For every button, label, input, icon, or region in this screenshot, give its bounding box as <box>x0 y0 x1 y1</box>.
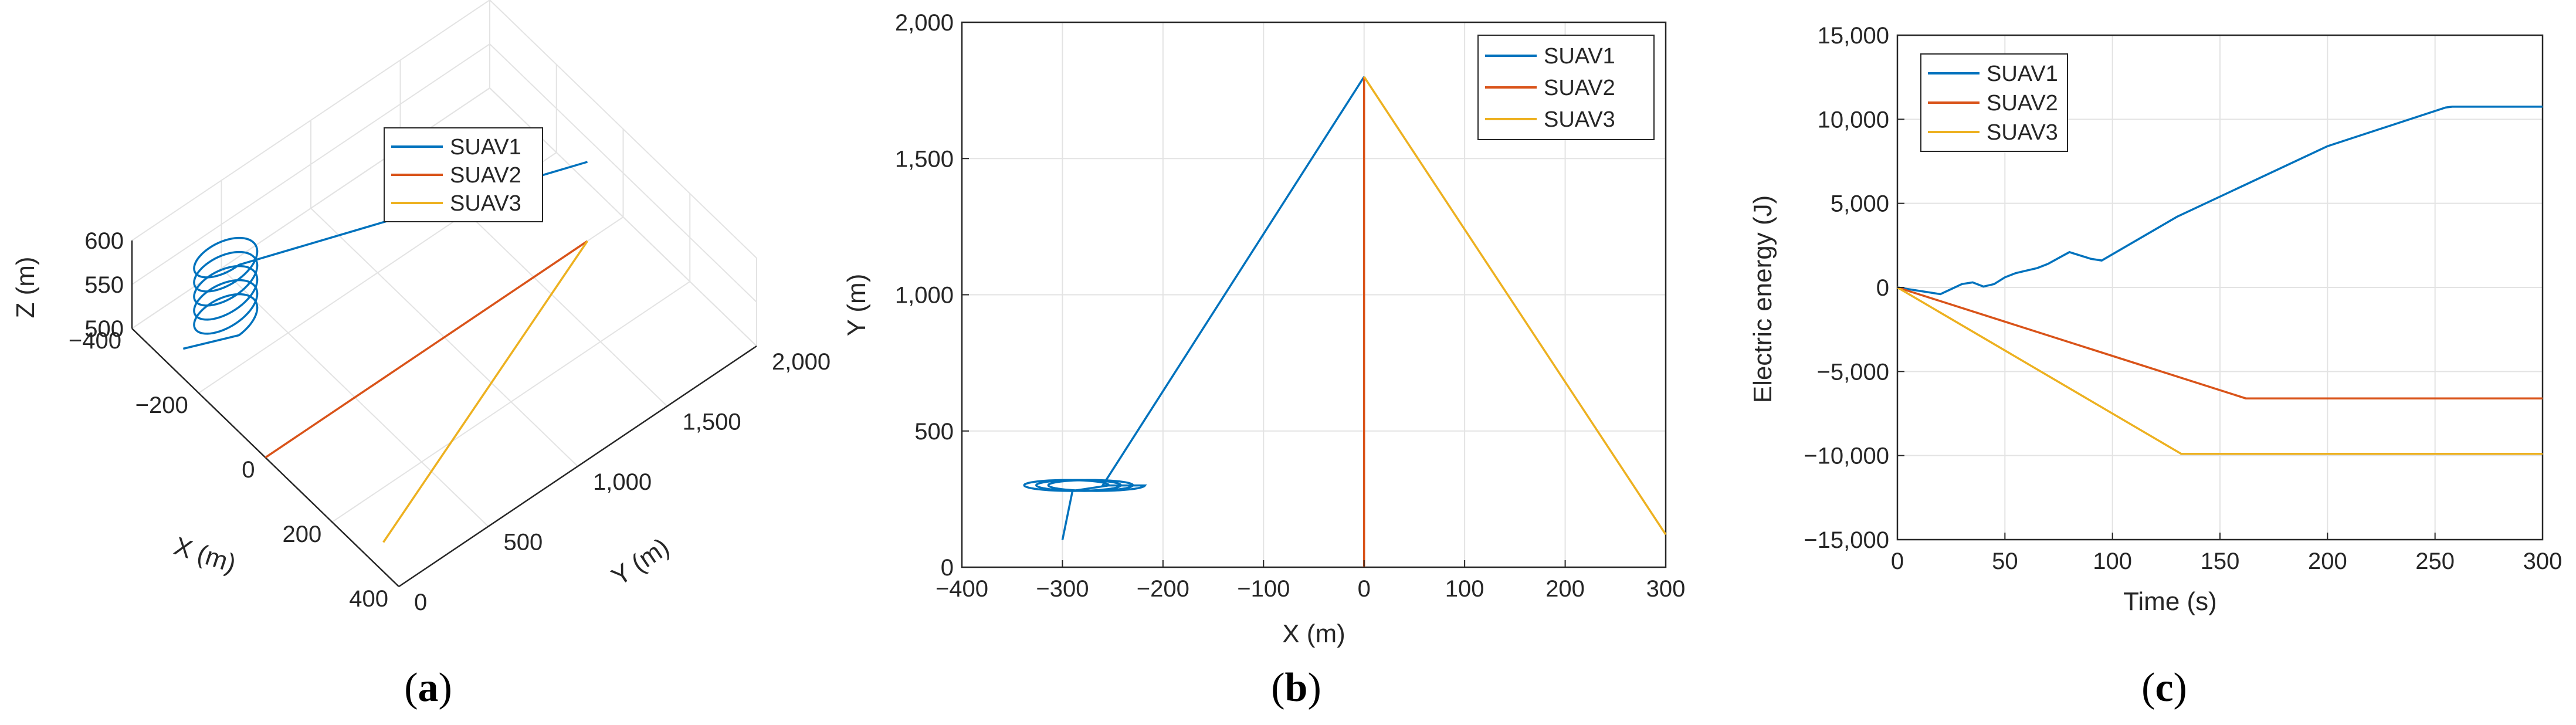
panel-a-wall-grid-zy <box>131 43 490 285</box>
panel-b-xtick-label: 300 <box>1646 576 1686 602</box>
panel-b-xtick-label: −300 <box>1036 576 1089 602</box>
panel-c-ytick-label: −5,000 <box>1817 359 1889 385</box>
panel-c-xlabel: Time (s) <box>2123 587 2217 616</box>
panel-a-zlabel: Z (m) <box>11 256 40 318</box>
panel-a-ytick-label: 0 <box>414 590 427 615</box>
panel-a-ztick-label: 550 <box>84 272 124 298</box>
panel-a-xtick-label: 0 <box>242 457 255 483</box>
panel-b-ytick-label: 1,500 <box>895 146 954 172</box>
panel-c-ticks: 0 50 100 150 200 250 300 −15,000 −10,000 −5,000 0 5… <box>1804 23 2562 574</box>
panel-b-xy-trajectory: −400 −300 −200 −100 0 100 200 300 0 500 1,000 1,500… <box>842 10 1685 710</box>
panel-c-lines <box>1897 106 2543 455</box>
panel-a-ytick-label: 2,000 <box>772 349 831 375</box>
panel-c-series-suav2 <box>1897 286 2543 399</box>
panel-b-ytick-label: 2,000 <box>895 10 954 36</box>
panel-b-xlabel: X (m) <box>1282 619 1345 648</box>
panel-c-legend-label-suav2: SUAV2 <box>1987 91 2058 116</box>
panel-a-grid <box>131 0 757 588</box>
panel-a-y-axis <box>398 345 757 588</box>
panel-a-legend-label-suav3: SUAV3 <box>450 191 521 216</box>
panel-a-wall-grid-zx <box>489 43 757 303</box>
panel-b-sublabel: (b) <box>1271 665 1321 710</box>
panel-a-ytick-label: 1,000 <box>593 469 652 495</box>
panel-a-legend-label-suav1: SUAV1 <box>450 135 521 160</box>
panel-b-legend-label-suav2: SUAV2 <box>1544 76 1615 100</box>
panel-a-legend: SUAV1 SUAV2 SUAV3 <box>384 127 543 222</box>
panel-a-ztick-label: 500 <box>84 316 124 342</box>
panel-a-xtick-label: −200 <box>135 392 188 418</box>
panel-b-legend-label-suav1: SUAV1 <box>1544 44 1615 69</box>
panel-b-ylabel: Y (m) <box>842 274 871 337</box>
panel-c-series-suav1 <box>1897 106 2543 296</box>
panel-a-lines <box>182 161 588 543</box>
panel-a-series-suav2 <box>265 240 588 459</box>
panel-a-series-suav3 <box>382 240 588 543</box>
panel-a-legend-label-suav2: SUAV2 <box>450 163 521 188</box>
panel-c-legend: SUAV1 SUAV2 SUAV3 <box>1920 53 2068 152</box>
panel-b-sublabel-letter: b <box>1285 665 1308 710</box>
panel-b-ytick-label: 0 <box>941 555 954 581</box>
panel-c-sublabel-letter: c <box>2155 665 2173 710</box>
panel-c-ytick-label: −15,000 <box>1804 527 1889 553</box>
panel-b-series-suav3 <box>1363 76 1667 536</box>
panel-c-xtick-label: 250 <box>2415 548 2455 574</box>
panel-b-xtick-label: −200 <box>1137 576 1189 602</box>
panel-c-xtick-label: 150 <box>2201 548 2240 574</box>
panel-c-energy: 0 50 100 150 200 250 300 −15,000 −10,000 −5,000 0 5… <box>1748 23 2562 710</box>
panel-a-sublabel: (a) <box>404 665 452 710</box>
panel-b-xtick-label: 100 <box>1445 576 1484 602</box>
panel-a-xlabel: X (m) <box>171 531 239 578</box>
panel-a-xtick-label: 200 <box>283 521 322 547</box>
panel-c-ytick-label: 15,000 <box>1818 23 1889 49</box>
panel-a-xtick-label: −400 <box>69 328 121 354</box>
panel-b-ytick-label: 500 <box>914 419 954 445</box>
panel-a-wall-grid-zx <box>489 0 757 259</box>
panel-b-ticks: −400 −300 −200 −100 0 100 200 300 0 500 1,000 1,500… <box>895 10 1685 602</box>
panel-c-xtick-label: 200 <box>2308 548 2347 574</box>
panel-a-series-suav1 <box>182 161 588 350</box>
panel-c-ylabel: Electric energy (J) <box>1748 195 1777 404</box>
panel-b-xtick-label: 200 <box>1545 576 1585 602</box>
panel-c-ytick-label: 10,000 <box>1818 107 1889 133</box>
panel-c-xtick-label: 300 <box>2523 548 2563 574</box>
panel-a-wall-grid-zy <box>131 0 490 241</box>
panel-a-xtick-label: 400 <box>349 586 388 612</box>
panel-b-legend-label-suav3: SUAV3 <box>1544 107 1615 132</box>
panel-a-sublabel-letter: a <box>418 665 439 710</box>
panel-a-ztick-label: 600 <box>84 228 124 254</box>
panel-a-ytick-label: 1,500 <box>683 409 741 435</box>
panel-b-xtick-label: −100 <box>1237 576 1290 602</box>
panel-b-series-suav1 <box>1023 76 1365 540</box>
panel-c-xtick-label: 50 <box>1992 548 2018 574</box>
panel-a-ytick-label: 500 <box>504 530 543 555</box>
panel-c-series-suav3 <box>1897 286 2543 455</box>
panel-c-ytick-label: 0 <box>1876 275 1889 301</box>
panel-b-ytick-label: 1,000 <box>895 283 954 309</box>
panel-c-ytick-label: −10,000 <box>1804 443 1889 469</box>
panel-b-xtick-label: −400 <box>936 576 988 602</box>
panel-c-ytick-label: 5,000 <box>1831 191 1889 217</box>
panel-c-sublabel: (c) <box>2141 665 2187 710</box>
panel-c-legend-label-suav3: SUAV3 <box>1987 120 2058 145</box>
panel-b-lines <box>1023 76 1667 567</box>
panel-b-xtick-label: 0 <box>1358 576 1371 602</box>
panel-c-xtick-label: 100 <box>2093 548 2132 574</box>
panel-b-legend: SUAV1 SUAV2 SUAV3 <box>1477 35 1655 140</box>
panel-c-legend-label-suav1: SUAV1 <box>1987 62 2058 86</box>
panel-b-grid <box>961 21 1667 568</box>
panel-a-ylabel: Y (m) <box>606 533 674 591</box>
panel-a-3d-trajectory: −400 −200 0 200 400 0 500 1,000 1,500 2,000 500 550… <box>11 0 831 710</box>
panel-a-ticks: −400 −200 0 200 400 0 500 1,000 1,500 2,000 500 550… <box>69 228 831 615</box>
panel-c-xtick-label: 0 <box>1891 548 1904 574</box>
